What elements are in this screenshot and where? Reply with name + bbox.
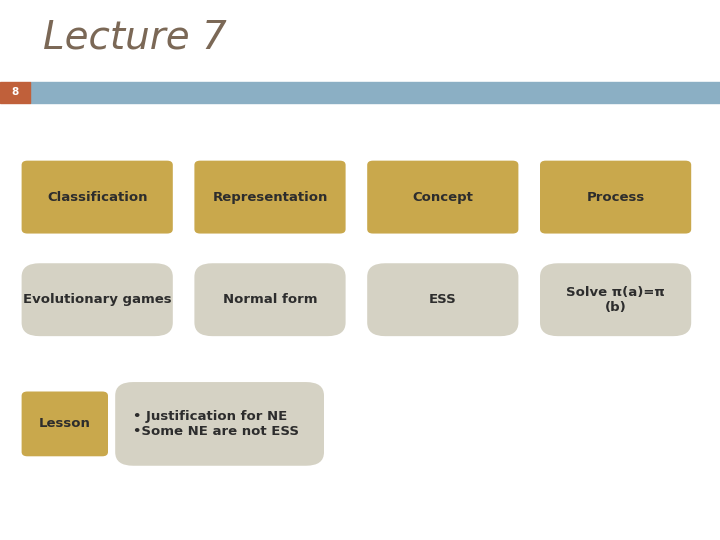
Text: Evolutionary games: Evolutionary games: [23, 293, 171, 306]
Text: Normal form: Normal form: [222, 293, 318, 306]
FancyBboxPatch shape: [22, 263, 173, 336]
Bar: [0, 82, 30, 103]
FancyBboxPatch shape: [194, 263, 346, 336]
FancyBboxPatch shape: [367, 263, 518, 336]
Bar: [30, 82, 720, 103]
FancyBboxPatch shape: [115, 382, 324, 465]
FancyBboxPatch shape: [367, 160, 518, 233]
Text: Concept: Concept: [413, 191, 473, 204]
Text: • Justification for NE
•Some NE are not ESS: • Justification for NE •Some NE are not …: [133, 410, 300, 438]
Text: Lesson: Lesson: [39, 417, 91, 430]
Text: Classification: Classification: [47, 191, 148, 204]
FancyBboxPatch shape: [22, 392, 108, 456]
Text: Representation: Representation: [212, 191, 328, 204]
FancyBboxPatch shape: [540, 263, 691, 336]
Text: ESS: ESS: [429, 293, 456, 306]
Text: Lecture 7: Lecture 7: [43, 19, 227, 57]
Text: Solve π(a)=π
(b): Solve π(a)=π (b): [566, 286, 665, 314]
FancyBboxPatch shape: [540, 160, 691, 233]
FancyBboxPatch shape: [194, 160, 346, 233]
Text: 8: 8: [12, 87, 19, 97]
Text: Process: Process: [587, 191, 644, 204]
FancyBboxPatch shape: [22, 160, 173, 233]
